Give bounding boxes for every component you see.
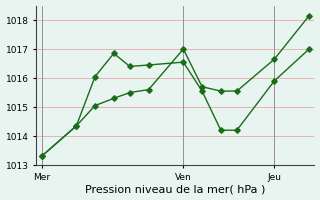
X-axis label: Pression niveau de la mer( hPa ): Pression niveau de la mer( hPa ) [85, 184, 266, 194]
